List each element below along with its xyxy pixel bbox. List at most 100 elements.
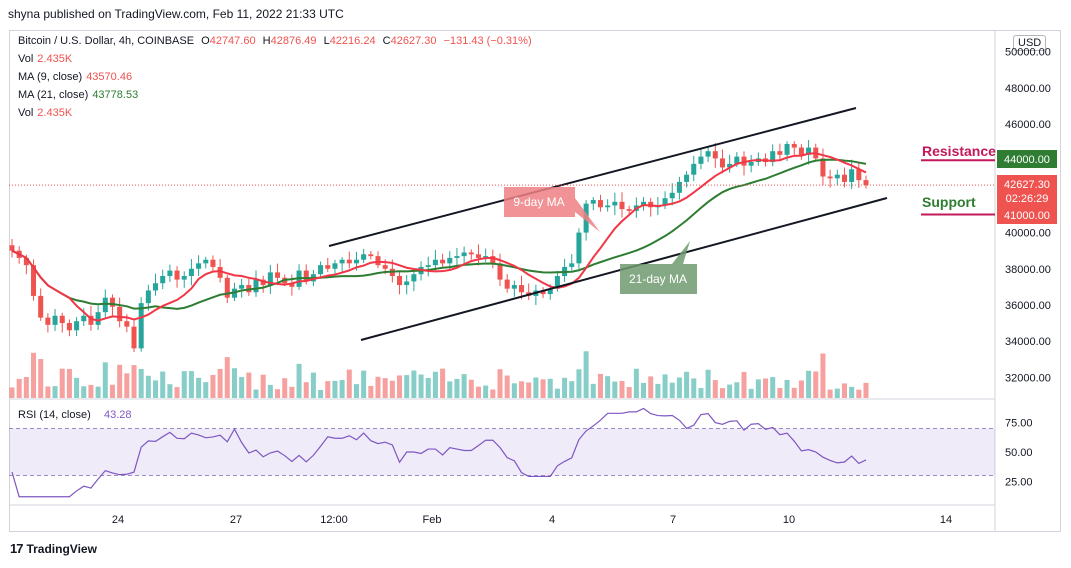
ma9-line bbox=[11, 152, 867, 322]
candle-body bbox=[519, 285, 525, 293]
price-tick-label: 48000.00 bbox=[1005, 83, 1051, 95]
volume-bar bbox=[153, 380, 159, 398]
volume-bar bbox=[461, 374, 467, 398]
candle-body bbox=[777, 151, 783, 155]
volume-bar bbox=[138, 368, 144, 398]
price-tick-label: 36000.00 bbox=[1005, 300, 1051, 312]
currency-button[interactable]: USD bbox=[1013, 35, 1047, 51]
candle-body bbox=[712, 151, 718, 159]
open-value: 42747.60 bbox=[209, 35, 256, 47]
moving-averages bbox=[11, 152, 867, 322]
candle-body bbox=[669, 192, 675, 199]
candle-body bbox=[332, 263, 338, 269]
time-tick-label: 4 bbox=[549, 514, 555, 526]
candle-body bbox=[224, 277, 230, 298]
volume-bar bbox=[74, 377, 80, 398]
resistance-label: Resistance bbox=[922, 143, 996, 159]
volume-bar bbox=[526, 382, 532, 398]
volume-bar bbox=[519, 381, 525, 398]
ma21-legend[interactable]: MA (21, close) 43778.53 bbox=[18, 89, 142, 101]
candle-body bbox=[820, 158, 826, 177]
volume-bar bbox=[303, 382, 309, 398]
candle-body bbox=[590, 200, 596, 204]
candle-body bbox=[66, 323, 72, 331]
volume-bar bbox=[784, 379, 790, 398]
candle-body bbox=[475, 254, 481, 258]
volume-bar bbox=[497, 369, 503, 398]
volume-bar bbox=[590, 383, 596, 398]
rsi-tick-label: 25.00 bbox=[1005, 476, 1033, 488]
candle-body bbox=[454, 256, 460, 258]
volume-bar bbox=[16, 378, 22, 398]
volume-bar bbox=[684, 371, 690, 398]
candle-body bbox=[490, 256, 496, 264]
volume-bar bbox=[339, 380, 345, 398]
candle-body bbox=[511, 285, 517, 289]
volume-bar bbox=[856, 389, 862, 398]
high-value: 42876.49 bbox=[270, 35, 317, 47]
candle-body bbox=[167, 270, 173, 276]
rsi-tick-label: 50.00 bbox=[1005, 447, 1033, 459]
candle-body bbox=[691, 163, 697, 175]
candle-body bbox=[791, 143, 797, 148]
volume-bar bbox=[131, 365, 137, 398]
price-tick-label: 34000.00 bbox=[1005, 336, 1051, 348]
volume-bar bbox=[310, 372, 316, 398]
volume-bar bbox=[23, 377, 29, 398]
volume-bars bbox=[9, 351, 869, 398]
volume-bar bbox=[547, 378, 553, 398]
candle-body bbox=[382, 265, 388, 269]
volume2-legend[interactable]: Vol 2.435K bbox=[18, 107, 76, 119]
candle-body bbox=[353, 259, 359, 264]
candle-body bbox=[117, 306, 123, 322]
volume-bar bbox=[289, 386, 295, 398]
current-price-countdown: 02:26:29 bbox=[1006, 193, 1049, 205]
volume-bar bbox=[117, 364, 123, 398]
candle-body bbox=[124, 321, 130, 327]
footer-brand[interactable]: 17 TradingView bbox=[10, 541, 97, 556]
volume-legend[interactable]: Vol 2.435K bbox=[18, 53, 76, 65]
candle-body bbox=[346, 259, 352, 264]
resistance-badge-value: 44000.00 bbox=[1004, 154, 1050, 166]
candle-body bbox=[397, 276, 403, 286]
symbol-name[interactable]: Bitcoin / U.S. Dollar, 4h, COINBASE bbox=[18, 35, 195, 47]
close-label: C bbox=[382, 35, 391, 47]
volume-bar bbox=[648, 376, 654, 398]
volume-bar bbox=[605, 376, 611, 398]
ma9-legend[interactable]: MA (9, close) 43570.46 bbox=[18, 71, 136, 83]
candle-body bbox=[719, 158, 725, 168]
candle-body bbox=[468, 252, 474, 255]
volume-bar bbox=[52, 386, 58, 398]
candle-body bbox=[684, 174, 690, 182]
candle-body bbox=[734, 156, 740, 164]
candle-body bbox=[727, 163, 733, 168]
volume-bar bbox=[411, 370, 417, 398]
volume-bar bbox=[633, 368, 639, 398]
candle-body bbox=[160, 276, 166, 284]
volume-bar bbox=[691, 378, 697, 398]
rsi-tick-label: 75.00 bbox=[1005, 418, 1033, 430]
volume-bar bbox=[174, 387, 180, 398]
volume-bar bbox=[368, 385, 374, 398]
candle-body bbox=[748, 162, 754, 166]
candle-body bbox=[181, 276, 187, 280]
rsi-value: 43.28 bbox=[104, 409, 132, 421]
volume-bar bbox=[798, 380, 804, 398]
candle-body bbox=[834, 174, 840, 179]
volume-bar bbox=[425, 378, 431, 398]
ma21-callout: 21-day MA bbox=[620, 241, 697, 294]
ma9-callout-box bbox=[504, 187, 600, 232]
candle-body bbox=[626, 209, 632, 211]
candle-body bbox=[253, 279, 259, 293]
volume-bar bbox=[863, 382, 869, 398]
candle-body bbox=[210, 259, 216, 267]
volume-bar bbox=[167, 384, 173, 398]
candle-body bbox=[856, 169, 862, 181]
candle-body bbox=[318, 265, 324, 275]
volume-bar bbox=[748, 388, 754, 398]
candle-body bbox=[576, 232, 582, 264]
ma21-label: MA (21, close) bbox=[18, 89, 89, 101]
volume-bar bbox=[719, 388, 725, 398]
volume-value: 2.435K bbox=[37, 53, 73, 65]
